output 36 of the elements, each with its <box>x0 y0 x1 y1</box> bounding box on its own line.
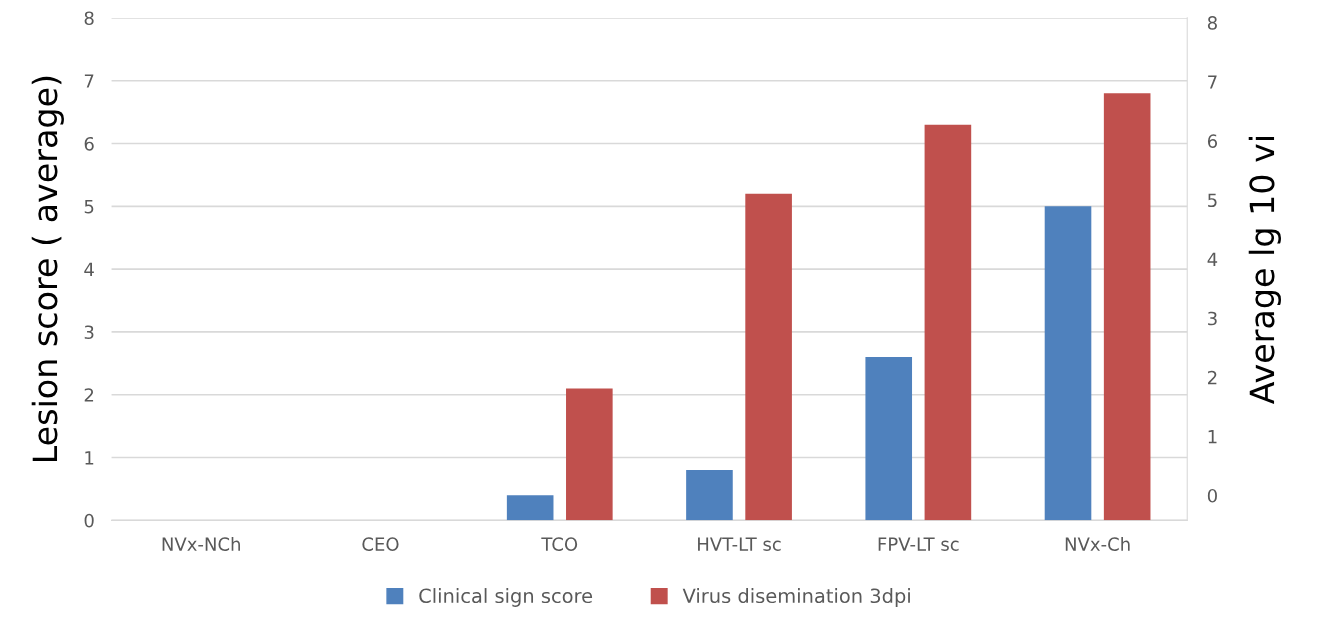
x-tick-label: NVx-NCh <box>162 536 240 551</box>
bar <box>924 124 972 521</box>
y2-tick-label: 1 <box>1208 430 1217 444</box>
y-tick-label: 3 <box>84 325 94 340</box>
y-tick-label: 8 <box>84 11 94 26</box>
y2-tick-label: 3 <box>1208 311 1217 326</box>
bar <box>686 470 733 521</box>
y-tick-label: 5 <box>84 200 94 214</box>
bar <box>506 495 554 521</box>
y-axis-title: Lesion score ( average) <box>31 76 64 462</box>
bar <box>1044 206 1092 521</box>
y2-tick-label: 7 <box>1208 75 1217 89</box>
y-tick-label: 4 <box>84 262 94 276</box>
y2-tick-label: 2 <box>1208 370 1217 385</box>
y2-tick-label: 4 <box>1207 252 1218 266</box>
y2-tick-label: 6 <box>1207 134 1218 148</box>
x-tick-label: NVx-Ch <box>1065 536 1130 551</box>
y2-tick-label: 5 <box>1208 193 1217 208</box>
x-tick-label: TCO <box>541 537 578 551</box>
y-tick-label: 0 <box>84 513 94 528</box>
y2-tick-label: 0 <box>1207 488 1217 503</box>
y-tick-label: 7 <box>84 74 94 88</box>
bar <box>865 357 913 521</box>
y2-tick-label: 8 <box>1207 16 1217 30</box>
y-tick-label: 2 <box>84 388 94 402</box>
x-tick-label: CEO <box>362 537 399 551</box>
bar <box>566 388 613 521</box>
x-tick-label: HVT-LT sc <box>698 537 781 551</box>
y2-axis-title: Average lg 10 vi <box>1248 137 1281 405</box>
legend-label: Virus disemination 3dpi <box>682 588 910 607</box>
legend-label: Clinical sign score <box>419 588 593 607</box>
bar <box>745 193 792 521</box>
bar <box>1103 93 1151 521</box>
y-tick-label: 6 <box>84 136 94 151</box>
y-tick-label: 1 <box>85 451 94 465</box>
x-tick-label: FPV-LT sc <box>878 537 959 551</box>
